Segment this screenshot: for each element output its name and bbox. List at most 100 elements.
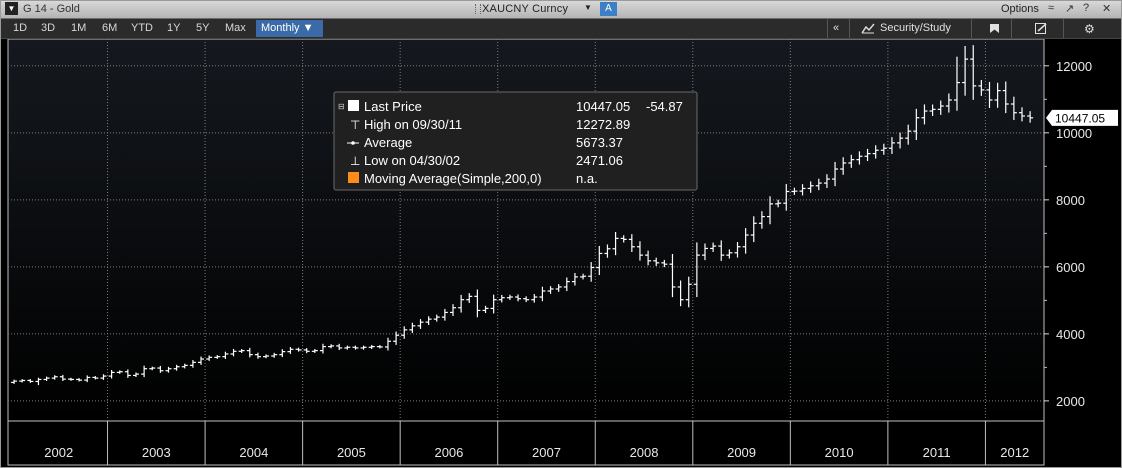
ohlc-bar [612,231,619,256]
ohlc-bar [685,276,692,308]
ohlc-bar [563,277,570,292]
toolbar-divider [849,19,850,38]
ohlc-bar [450,304,457,316]
toolbar-divider [827,19,828,38]
title-bar: ▼ G 14 - Gold XAUCNY Curncy ▼ A Options … [1,1,1121,19]
legend-collapse-icon[interactable]: ⊟ [338,102,345,111]
x-tick-label: 2012 [1000,445,1029,460]
period-1y[interactable]: 1Y [167,22,181,34]
help-icon[interactable]: ? [1083,2,1090,14]
ohlc-bar [653,257,660,267]
ohlc-bar [295,347,302,352]
ohlc-bar [116,370,123,374]
ohlc-bar [246,347,253,358]
close-icon[interactable]: ✕ [1102,3,1112,15]
popout-icon[interactable]: ↗ [1065,3,1075,15]
edit-icon[interactable] [1035,23,1047,34]
y-tick-label: 4000 [1056,327,1085,342]
ohlc-bar [937,100,944,115]
ohlc-bar [417,319,424,329]
window-title: G 14 - Gold [23,3,80,15]
bookmark-icon[interactable] [989,23,1000,34]
ohlc-bar [433,314,440,322]
ohlc-bar [799,184,806,196]
ohlc-bar [596,245,603,276]
legend-change-last-price: -54.87 [646,99,683,114]
ohlc-bar [59,374,66,382]
period-1d[interactable]: 1D [13,22,28,34]
ohlc-bar [1002,81,1009,114]
period-5y[interactable]: 5Y [196,22,210,34]
x-tick-label: 2007 [532,445,561,460]
settings-gear-icon[interactable]: ⚙ [1084,22,1095,36]
ohlc-bar [214,355,221,359]
legend-row-low: ⊥ Low on 04/30/02 2471.06 [350,153,623,168]
ohlc-bar [173,364,180,371]
ohlc-bar [328,344,335,349]
ohlc-bar [807,181,814,193]
ohlc-bar [11,379,18,384]
price-bars [11,45,1034,386]
ohlc-bar [84,375,91,383]
period-max[interactable]: Max [225,22,246,34]
ohlc-bar [897,132,904,149]
ticker-field[interactable]: XAUCNY Curncy [482,3,569,15]
period-3d[interactable]: 3D [41,22,56,34]
security-study-button[interactable]: Security/Study [880,22,951,34]
ohlc-bar [677,280,684,307]
collapse-icon[interactable]: ≈ [1048,2,1055,14]
legend-label-last-price: Last Price [364,99,422,114]
ticker-amend-button[interactable]: A [600,2,617,16]
ohlc-bar [547,286,554,294]
chart-toolbar: 1D 3D 1M 6M YTD 1Y 5Y Max Monthly ▼ « Se… [1,19,1121,39]
ohlc-bar [523,296,530,303]
ohlc-bar [628,234,635,252]
ohlc-bar [311,348,318,353]
ohlc-bar [767,196,774,225]
ohlc-bar [994,82,1001,108]
ohlc-bar [555,284,562,292]
ohlc-bar [132,372,139,378]
high-icon: ⊤ [350,118,360,132]
x-tick-label: 2010 [825,445,854,460]
toolbar-divider [1011,19,1012,38]
collapse-panel-button[interactable]: « [833,22,840,34]
period-6m[interactable]: 6M [102,22,118,34]
period-1m[interactable]: 1M [71,22,87,34]
ohlc-bar [368,344,375,349]
ohlc-bar [124,369,131,378]
window-menu-button[interactable]: ▼ [5,2,18,15]
ohlc-bar [645,250,652,266]
y-axis: 2000 4000 6000 8000 10000 12000 [1044,59,1092,409]
x-tick-label: 2008 [630,445,659,460]
ohlc-bar [718,240,725,261]
legend-label-high: High on 09/30/11 [364,117,462,132]
ohlc-bar [181,363,188,369]
y-tick-label: 8000 [1056,193,1085,208]
frequency-dropdown[interactable]: Monthly ▼ [256,20,323,37]
ohlc-bar [490,294,497,314]
ohlc-bar [43,376,50,381]
ohlc-bar [693,242,700,298]
ohlc-bar [238,348,245,353]
x-tick-label: 2006 [434,445,463,460]
ohlc-bar [571,272,578,286]
chart-study-icon[interactable] [861,23,875,34]
last-price-tag-value: 10447.05 [1055,111,1105,125]
ohlc-bar [962,45,969,96]
grip-separator [475,4,481,14]
x-tick-label: 2003 [142,445,171,460]
ohlc-bar [198,356,205,365]
ohlc-bar [669,254,676,298]
period-ytd[interactable]: YTD [131,22,153,34]
y-tick-label: 10000 [1056,126,1092,141]
options-menu[interactable]: Options [1001,3,1039,15]
ohlc-bar [206,355,213,361]
legend-value-low: 2471.06 [576,153,623,168]
ohlc-bar [100,374,107,380]
ticker-dropdown-icon[interactable]: ▼ [584,3,592,12]
ohlc-bar [620,235,627,243]
ohlc-bar [141,365,148,378]
ohlc-bar [441,308,448,321]
